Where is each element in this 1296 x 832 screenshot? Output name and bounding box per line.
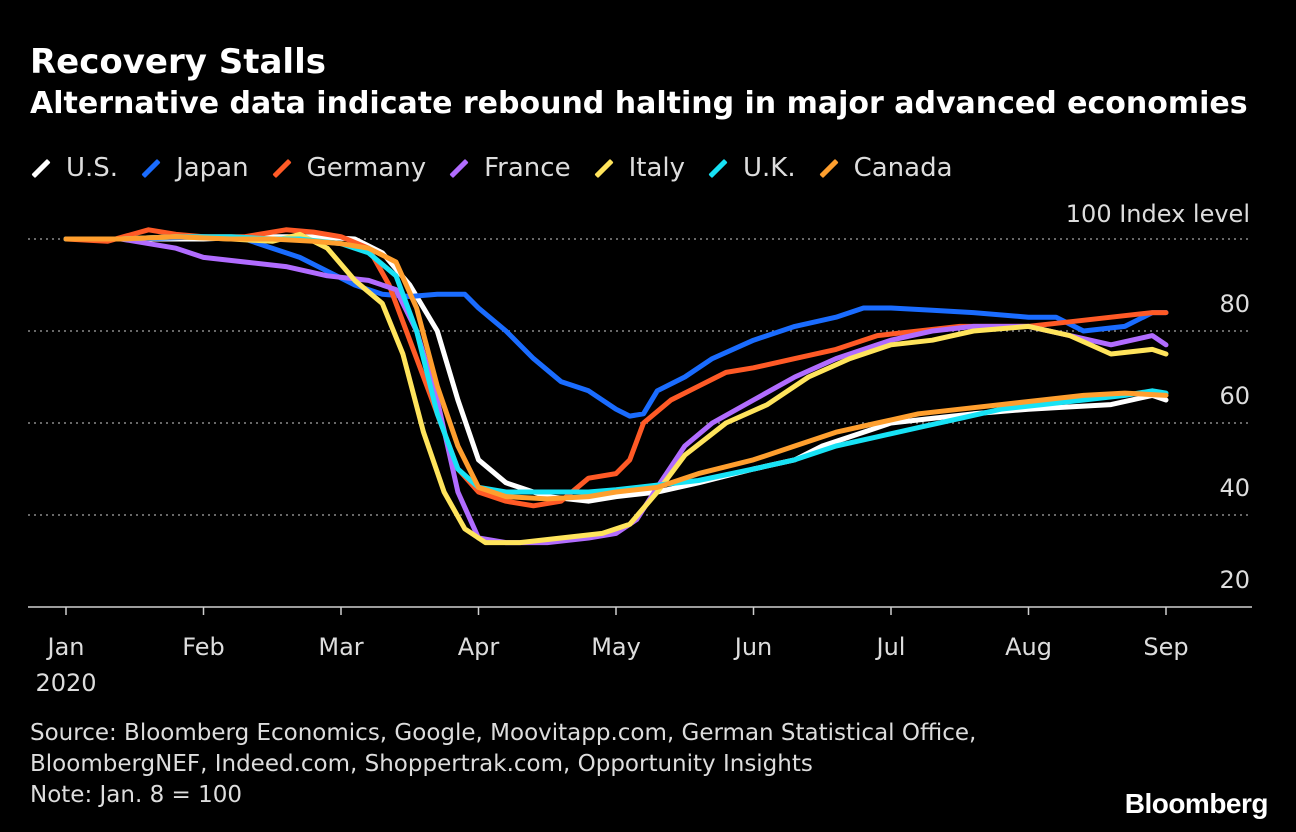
y-tick-label: 20 (1219, 566, 1250, 594)
source-line: Source: Bloomberg Economics, Google, Moo… (30, 720, 977, 746)
legend-item: Canada (818, 153, 953, 183)
x-tick-label: Aug (1005, 633, 1052, 661)
legend: U.S. Japan Germany France Italy U.K. Canada (30, 150, 975, 186)
legend-item: U.K. (707, 153, 796, 183)
bloomberg-logo: Bloomberg (1124, 788, 1269, 819)
legend-label: U.K. (742, 153, 796, 183)
series-line-us (63, 234, 1169, 504)
series-line-japan (63, 234, 1169, 419)
chart-subtitle: Alternative data indicate rebound haltin… (30, 86, 1248, 121)
series-line-italy (63, 231, 1169, 546)
legend-item: Germany (271, 153, 427, 183)
note-line: Note: Jan. 8 = 100 (30, 782, 243, 808)
y-tick-label: 80 (1219, 290, 1250, 318)
legend-item: Italy (593, 153, 685, 183)
x-tick-label: May (591, 633, 641, 661)
legend-label: Japan (176, 153, 249, 183)
legend-label: Italy (628, 153, 685, 183)
line-chart: 100 Index level 20 40 60 80 Jan Feb Mar Apr May Ju… (28, 200, 1252, 697)
x-tick-label: Feb (182, 633, 225, 661)
x-tick-label: Jun (733, 633, 773, 661)
x-tick-label: Apr (458, 633, 500, 661)
legend-label: Germany (306, 153, 427, 183)
legend-label: France (484, 153, 571, 183)
x-tick-label: Jul (875, 633, 906, 661)
y-tick-label: 60 (1219, 382, 1250, 410)
legend-label: U.S. (66, 153, 119, 183)
legend-label: Canada (853, 153, 953, 183)
series-line-uk (63, 234, 1169, 495)
source-note: Source: Bloomberg Economics, Google, Moo… (30, 718, 976, 811)
x-tick-label: Mar (318, 633, 363, 661)
chart-title: Recovery Stalls (30, 42, 326, 82)
x-tick-label: Jan (46, 633, 85, 661)
x-tick-label: Sep (1143, 633, 1188, 661)
series-line-germany (63, 227, 1169, 509)
legend-item: Japan (140, 153, 249, 183)
source-line: BloombergNEF, Indeed.com, Shoppertrak.co… (30, 751, 813, 777)
legend-item: U.S. (30, 153, 118, 183)
y-tick-label: 40 (1219, 474, 1250, 502)
y-tick-label-100: 100 Index level (1066, 200, 1250, 228)
series-line-canada (63, 234, 1169, 502)
x-year-label: 2020 (35, 669, 96, 697)
legend-item: France (448, 153, 571, 183)
